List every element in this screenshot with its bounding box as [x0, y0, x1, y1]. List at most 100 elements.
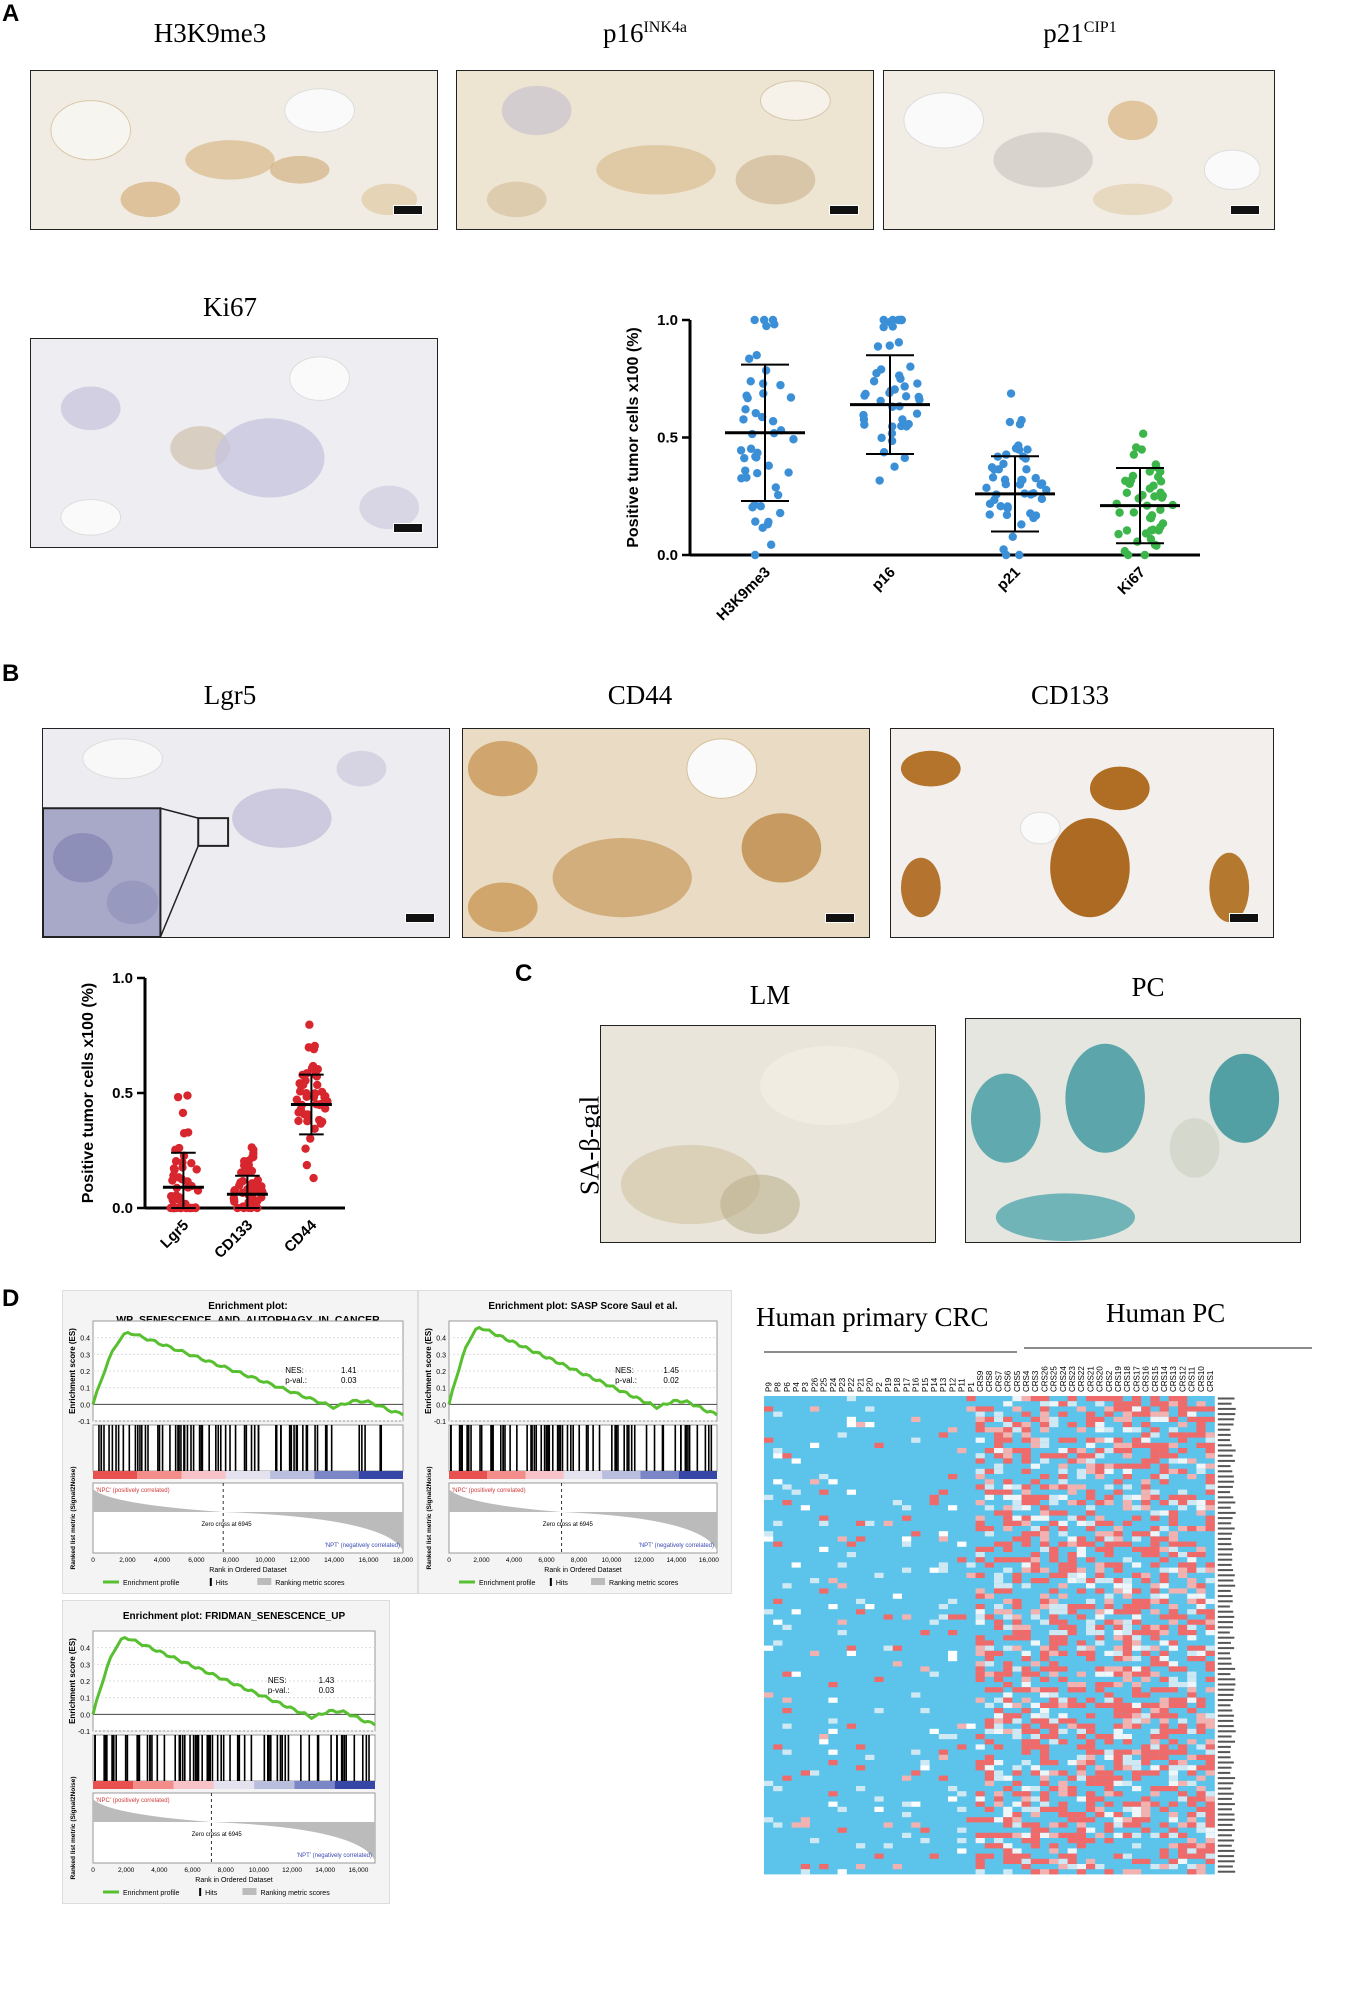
heatmap-cell	[1058, 1562, 1068, 1568]
data-point	[1146, 526, 1156, 535]
heatmap-cell	[1049, 1702, 1059, 1708]
heatmap-cell	[1040, 1458, 1050, 1464]
data-point	[171, 1157, 181, 1166]
heatmap-cell	[975, 1666, 985, 1672]
heatmap-cell	[1040, 1437, 1050, 1443]
heatmap-cell	[1187, 1583, 1197, 1589]
heatmap-cell	[1104, 1749, 1114, 1755]
es-tick-label: -0.1	[434, 1419, 446, 1426]
heatmap-cell	[1076, 1728, 1086, 1734]
sample-label: P18	[893, 1377, 902, 1392]
heatmap-cell	[1178, 1822, 1188, 1828]
heatmap-cell	[1159, 1536, 1169, 1542]
heatmap-cell	[1104, 1484, 1114, 1490]
rank-color-bar	[487, 1471, 526, 1479]
data-point	[1008, 532, 1017, 541]
legend-label: Ranking metric scores	[609, 1580, 679, 1587]
heatmap-cell	[1122, 1640, 1132, 1646]
heatmap-cell	[1058, 1479, 1068, 1485]
heatmap-cell	[1141, 1796, 1151, 1802]
heatmap-cell	[1205, 1801, 1215, 1807]
heatmap-cell	[1104, 1739, 1114, 1745]
negative-label: 'NPT' (negatively correlated)	[639, 1543, 714, 1549]
heatmap-cell	[1159, 1463, 1169, 1469]
heatmap-cell	[1003, 1401, 1013, 1407]
data-point	[1157, 493, 1167, 502]
gene-label	[1217, 1605, 1230, 1608]
x-tick-label: 10,000	[255, 1557, 275, 1564]
heatmap-cell	[1141, 1546, 1151, 1552]
heatmap-cell	[1122, 1760, 1132, 1766]
heatmap-cell	[1086, 1422, 1096, 1428]
heatmap-cell	[1040, 1869, 1050, 1875]
heatmap-cell	[1030, 1463, 1040, 1469]
y-axis-label: Positive tumor cells x100 (%)	[625, 327, 642, 548]
pval-value: 0.02	[663, 1376, 679, 1385]
heatmap-cell	[1187, 1765, 1197, 1771]
heatmap-cell	[1132, 1494, 1142, 1500]
heatmap-cell	[1049, 1697, 1059, 1703]
heatmap-cell	[846, 1645, 856, 1651]
data-point	[879, 448, 889, 457]
data-point	[784, 468, 793, 477]
heatmap-cell	[1095, 1630, 1105, 1636]
data-point	[776, 380, 785, 390]
heatmap-cell	[1159, 1442, 1169, 1448]
x-axis-label: Rank in Ordered Dataset	[195, 1877, 272, 1884]
heatmap-cell	[984, 1656, 994, 1662]
data-point	[1150, 492, 1159, 501]
gene-label	[1217, 1829, 1235, 1832]
heatmap-cell	[1067, 1578, 1077, 1584]
heatmap-cell	[1113, 1723, 1123, 1729]
heatmap-cell	[1040, 1744, 1050, 1750]
heatmap-cell	[975, 1796, 985, 1802]
sample-label: P19	[884, 1377, 893, 1392]
es-tick-label: 0.2	[436, 1369, 446, 1376]
heatmap-cell	[1030, 1661, 1040, 1667]
heatmap-cell	[1067, 1567, 1077, 1573]
gsea-plot-senescence-autophagy: Enrichment plot:WP_SENESCENCE_AND_AUTOPH…	[62, 1290, 418, 1594]
heatmap-cell	[984, 1640, 994, 1646]
heatmap-cell	[773, 1786, 783, 1792]
heatmap-cell	[1187, 1780, 1197, 1786]
heatmap-cell	[1150, 1635, 1160, 1641]
data-point	[751, 408, 760, 418]
heatmap-cell	[902, 1832, 912, 1838]
heatmap-cell	[1150, 1442, 1160, 1448]
heatmap-cell	[1178, 1791, 1188, 1797]
heatmap-cell	[984, 1718, 994, 1724]
heatmap-cell	[1003, 1848, 1013, 1854]
title-p16: p16INK4a	[602, 18, 688, 48]
heatmap-cell	[1122, 1448, 1132, 1454]
heatmap-cell	[1205, 1474, 1215, 1480]
heatmap-cell	[1205, 1448, 1215, 1454]
data-point	[1115, 508, 1124, 517]
heatmap-cell	[1122, 1619, 1132, 1625]
heatmap-cell	[1168, 1536, 1178, 1542]
heatmap-cell	[1049, 1734, 1059, 1740]
es-y-label: Enrichment score (ES)	[68, 1638, 77, 1724]
heatmap-cell	[1003, 1510, 1013, 1516]
heatmap-cell	[846, 1416, 856, 1422]
es-tick-label: 0.1	[80, 1386, 90, 1393]
heatmap-cell	[1104, 1494, 1114, 1500]
heatmap-cell	[856, 1609, 866, 1615]
heatmap-cell	[1113, 1697, 1123, 1703]
heatmap-cell	[1067, 1515, 1077, 1521]
heatmap-cell	[1021, 1697, 1031, 1703]
gene-label	[1217, 1844, 1232, 1847]
heatmap-cell	[1030, 1557, 1040, 1563]
heatmap-cell	[1049, 1609, 1059, 1615]
heatmap-cell	[929, 1619, 939, 1625]
data-point	[741, 466, 750, 475]
heatmap-cell	[819, 1520, 829, 1526]
heatmap-cell	[1122, 1754, 1132, 1760]
heatmap-cell	[994, 1427, 1004, 1433]
x-tick-label: 8,000	[571, 1557, 588, 1564]
nes-label: NES:	[268, 1676, 287, 1685]
heatmap-cell	[1003, 1817, 1013, 1823]
heatmap-cell	[1122, 1801, 1132, 1807]
heatmap-cell	[984, 1775, 994, 1781]
heatmap-cell	[1086, 1520, 1096, 1526]
heatmap-cell	[1067, 1500, 1077, 1506]
